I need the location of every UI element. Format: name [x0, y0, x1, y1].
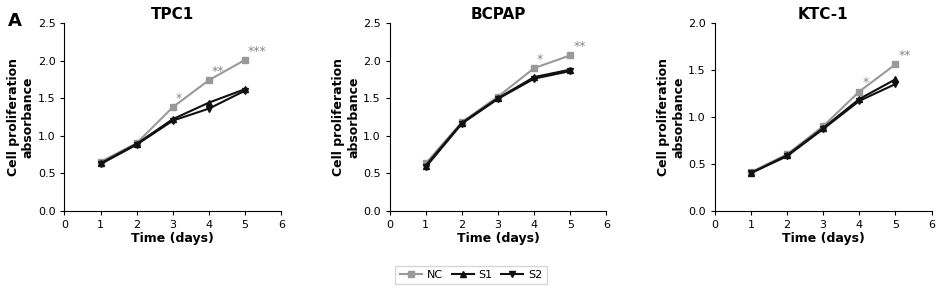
Y-axis label: Cell proliferation
absorbance: Cell proliferation absorbance: [333, 58, 360, 176]
Text: ***: ***: [248, 45, 267, 58]
Text: **: **: [573, 40, 586, 53]
Title: KTC-1: KTC-1: [798, 7, 849, 22]
Text: **: **: [899, 48, 911, 61]
Y-axis label: Cell proliferation
absorbance: Cell proliferation absorbance: [658, 58, 685, 176]
Legend: NC, S1, S2: NC, S1, S2: [396, 266, 546, 284]
X-axis label: Time (days): Time (days): [782, 232, 865, 245]
X-axis label: Time (days): Time (days): [457, 232, 540, 245]
Y-axis label: Cell proliferation
absorbance: Cell proliferation absorbance: [7, 58, 35, 176]
Text: *: *: [537, 53, 544, 66]
Text: **: **: [212, 65, 224, 78]
Text: A: A: [8, 12, 22, 30]
Title: TPC1: TPC1: [152, 7, 194, 22]
Text: *: *: [176, 92, 182, 105]
Text: *: *: [862, 76, 869, 89]
Title: BCPAP: BCPAP: [470, 7, 526, 22]
X-axis label: Time (days): Time (days): [132, 232, 215, 245]
